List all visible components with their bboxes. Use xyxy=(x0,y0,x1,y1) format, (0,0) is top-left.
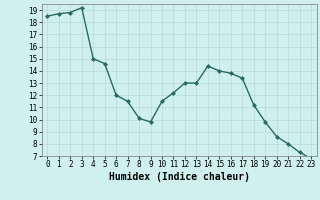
X-axis label: Humidex (Indice chaleur): Humidex (Indice chaleur) xyxy=(109,172,250,182)
